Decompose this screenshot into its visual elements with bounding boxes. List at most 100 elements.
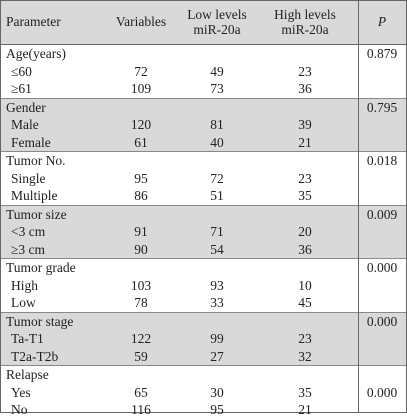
low-cell: 81 bbox=[210, 117, 224, 132]
high-cell: 36 bbox=[298, 241, 312, 257]
group-row: Tumor size 0.009 bbox=[1, 206, 406, 224]
sub-row: Male 120 81 39 bbox=[1, 116, 406, 134]
group-name: Relapse bbox=[6, 367, 49, 382]
group-row: Gender 0.795 bbox=[1, 99, 406, 117]
row-label: ≤60 bbox=[11, 63, 32, 79]
row-label: ≥3 cm bbox=[11, 241, 46, 257]
group-row: Tumor stage 0.000 bbox=[1, 313, 406, 331]
header-row: Parameter Variables Low levels miR-20a Hi… bbox=[1, 1, 406, 45]
low-cell: 99 bbox=[210, 331, 224, 346]
row-label: High bbox=[11, 277, 38, 293]
sub-row: ≤60 72 49 23 bbox=[1, 63, 406, 81]
high-cell: 21 bbox=[298, 134, 312, 150]
low-cell: 27 bbox=[210, 348, 224, 364]
group: Age(years) 0.879 ≤60 72 49 23 ≥61 109 73 36 bbox=[1, 45, 406, 98]
high-cell: 20 bbox=[298, 224, 312, 239]
sub-row: Low 78 33 45 bbox=[1, 294, 406, 312]
sub-row: High 103 93 10 bbox=[1, 277, 406, 295]
row-label: No bbox=[11, 402, 28, 417]
group: Relapse Yes 65 30 35 0.000 No 116 95 21 bbox=[1, 365, 406, 419]
header-cell: P bbox=[377, 14, 387, 29]
p-value: 0.000 bbox=[366, 313, 398, 329]
low-cell: 30 bbox=[210, 384, 224, 400]
p-value: 0.795 bbox=[366, 99, 398, 115]
p-value: 0.009 bbox=[366, 206, 398, 222]
row-label: ≥61 bbox=[11, 81, 32, 96]
sub-row: Ta-T1 122 99 23 bbox=[1, 330, 406, 348]
variables-cell: 109 bbox=[130, 81, 152, 96]
high-cell: 35 bbox=[298, 384, 312, 400]
variables-cell: 91 bbox=[134, 224, 148, 239]
sub-row: Female 61 40 21 bbox=[1, 134, 406, 152]
sub-row: <3 cm 91 71 20 bbox=[1, 223, 406, 241]
variables-cell: 116 bbox=[131, 402, 151, 417]
header-cell: Low levels miR-20a bbox=[177, 7, 257, 37]
high-cell: 23 bbox=[298, 170, 312, 186]
group-row: Relapse bbox=[1, 366, 406, 384]
variables-cell: 122 bbox=[130, 331, 152, 346]
sub-row: ≥61 109 73 36 bbox=[1, 80, 406, 98]
low-cell: 95 bbox=[210, 402, 224, 417]
group-row: Tumor grade 0.000 bbox=[1, 259, 406, 277]
p-value: 0.000 bbox=[366, 384, 398, 400]
high-cell: 35 bbox=[298, 188, 312, 203]
variables-cell: 59 bbox=[134, 348, 148, 364]
high-cell: 39 bbox=[298, 117, 312, 132]
p-value: 0.879 bbox=[366, 46, 398, 61]
row-label: T2a-T2b bbox=[11, 348, 59, 364]
p-value: 0.018 bbox=[366, 153, 398, 168]
row-label: Female bbox=[11, 134, 51, 150]
group: Tumor stage 0.000 Ta-T1 122 99 23 T2a-T2b 59 27 3… bbox=[1, 311, 406, 366]
low-cell: 51 bbox=[210, 188, 224, 203]
sub-row: T2a-T2b 59 27 32 bbox=[1, 348, 406, 366]
header-line: Low levels bbox=[187, 7, 247, 22]
low-cell: 54 bbox=[210, 241, 224, 257]
variables-cell: 72 bbox=[134, 63, 148, 79]
low-cell: 71 bbox=[210, 224, 224, 239]
row-label: Yes bbox=[11, 384, 31, 400]
sub-row: Multiple 86 51 35 bbox=[1, 187, 406, 205]
row-label: Low bbox=[11, 295, 36, 310]
variables-cell: 103 bbox=[130, 277, 152, 293]
group-name: Tumor stage bbox=[6, 313, 74, 329]
row-label: Male bbox=[11, 117, 39, 132]
row-label: Multiple bbox=[11, 188, 58, 203]
header-line: High levels bbox=[274, 7, 336, 22]
row-label: Single bbox=[11, 170, 46, 186]
low-cell: 93 bbox=[210, 277, 224, 293]
p-value: 0.000 bbox=[366, 260, 398, 275]
header-line: miR-20a bbox=[193, 22, 241, 37]
header-cell: Variables bbox=[115, 14, 167, 29]
row-label: <3 cm bbox=[11, 224, 46, 239]
header-cell: Parameter bbox=[6, 14, 61, 29]
high-cell: 32 bbox=[298, 348, 312, 364]
group: Gender 0.795 Male 120 81 39 Female 61 40 21 bbox=[1, 97, 406, 152]
group-name: Tumor grade bbox=[6, 260, 76, 275]
variables-cell: 120 bbox=[130, 117, 152, 132]
header-cell: High levels miR-20a bbox=[257, 7, 353, 37]
row-label: Ta-T1 bbox=[11, 331, 44, 346]
sub-row: Single 95 72 23 bbox=[1, 170, 406, 188]
sub-row: ≥3 cm 90 54 36 bbox=[1, 241, 406, 259]
sub-row: No 116 95 21 bbox=[1, 401, 406, 419]
low-cell: 40 bbox=[210, 134, 224, 150]
high-cell: 10 bbox=[298, 277, 312, 293]
variables-cell: 78 bbox=[134, 295, 148, 310]
header-line: miR-20a bbox=[281, 22, 329, 37]
variables-cell: 65 bbox=[134, 384, 148, 400]
table-body: Age(years) 0.879 ≤60 72 49 23 ≥61 109 73 36 Gender… bbox=[1, 45, 406, 419]
high-cell: 21 bbox=[298, 402, 312, 417]
variables-cell: 95 bbox=[134, 170, 148, 186]
variables-cell: 61 bbox=[134, 134, 148, 150]
group-name: Gender bbox=[6, 99, 46, 115]
sub-row: Yes 65 30 35 0.000 bbox=[1, 384, 406, 402]
high-cell: 23 bbox=[298, 331, 312, 346]
group: Tumor grade 0.000 High 103 93 10 Low 78 33 45 bbox=[1, 258, 406, 312]
group: Tumor size 0.009 <3 cm 91 71 20 ≥3 cm 90 54 36 bbox=[1, 204, 406, 259]
high-cell: 36 bbox=[298, 81, 312, 96]
low-cell: 33 bbox=[210, 295, 224, 310]
variables-cell: 90 bbox=[134, 241, 148, 257]
group-name: Tumor No. bbox=[6, 153, 66, 168]
group-row: Age(years) 0.879 bbox=[1, 45, 406, 63]
low-cell: 72 bbox=[210, 170, 224, 186]
